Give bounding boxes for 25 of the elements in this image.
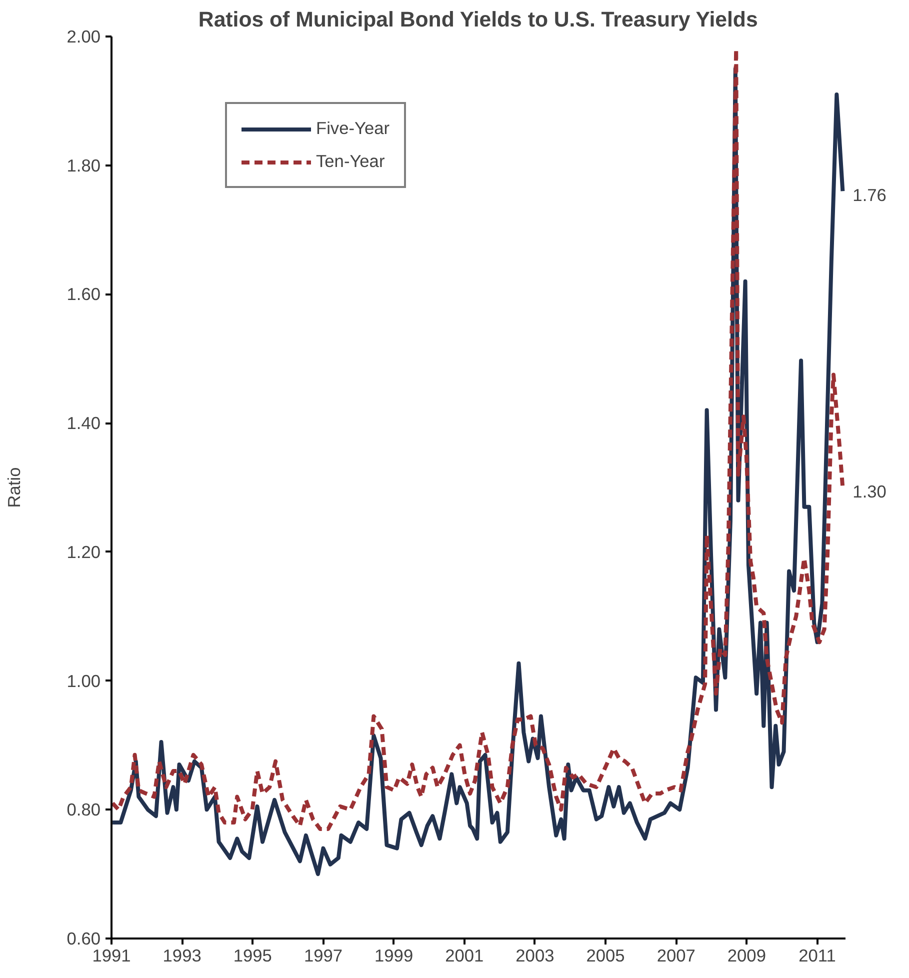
x-tick-label: 2001 xyxy=(445,946,484,966)
x-tick-label: 1999 xyxy=(374,946,414,966)
y-tick-label: 1.60 xyxy=(66,284,101,304)
x-tick-label: 1997 xyxy=(304,946,343,966)
legend-label: Ten-Year xyxy=(316,151,385,172)
y-tick-label: 0.80 xyxy=(66,800,101,820)
chart-title: Ratios of Municipal Bond Yields to U.S. Treasury Yields xyxy=(198,8,758,32)
y-tick-label: 2.00 xyxy=(66,26,101,46)
y-tick-label: 1.20 xyxy=(66,542,101,562)
x-tick-label: 2011 xyxy=(798,946,836,966)
x-tick-label: 1995 xyxy=(233,946,272,966)
x-tick-label: 2009 xyxy=(727,946,766,966)
y-tick-label: 1.00 xyxy=(66,670,101,691)
y-tick-label: 0.60 xyxy=(66,928,101,948)
legend-label: Five-Year xyxy=(316,118,390,139)
x-tick-label: 1993 xyxy=(162,946,202,966)
y-tick-label: 1.80 xyxy=(66,155,101,176)
y-axis-title: Ratio xyxy=(4,467,24,508)
x-tick-label: 1991 xyxy=(92,946,131,966)
y-tick-label: 1.40 xyxy=(66,413,101,434)
annotation: 1.30 xyxy=(852,482,886,502)
x-tick-label: 2003 xyxy=(516,946,554,966)
x-tick-label: 2005 xyxy=(586,946,625,966)
x-tick-label: 2007 xyxy=(656,946,696,966)
annotation: 1.76 xyxy=(852,185,886,206)
